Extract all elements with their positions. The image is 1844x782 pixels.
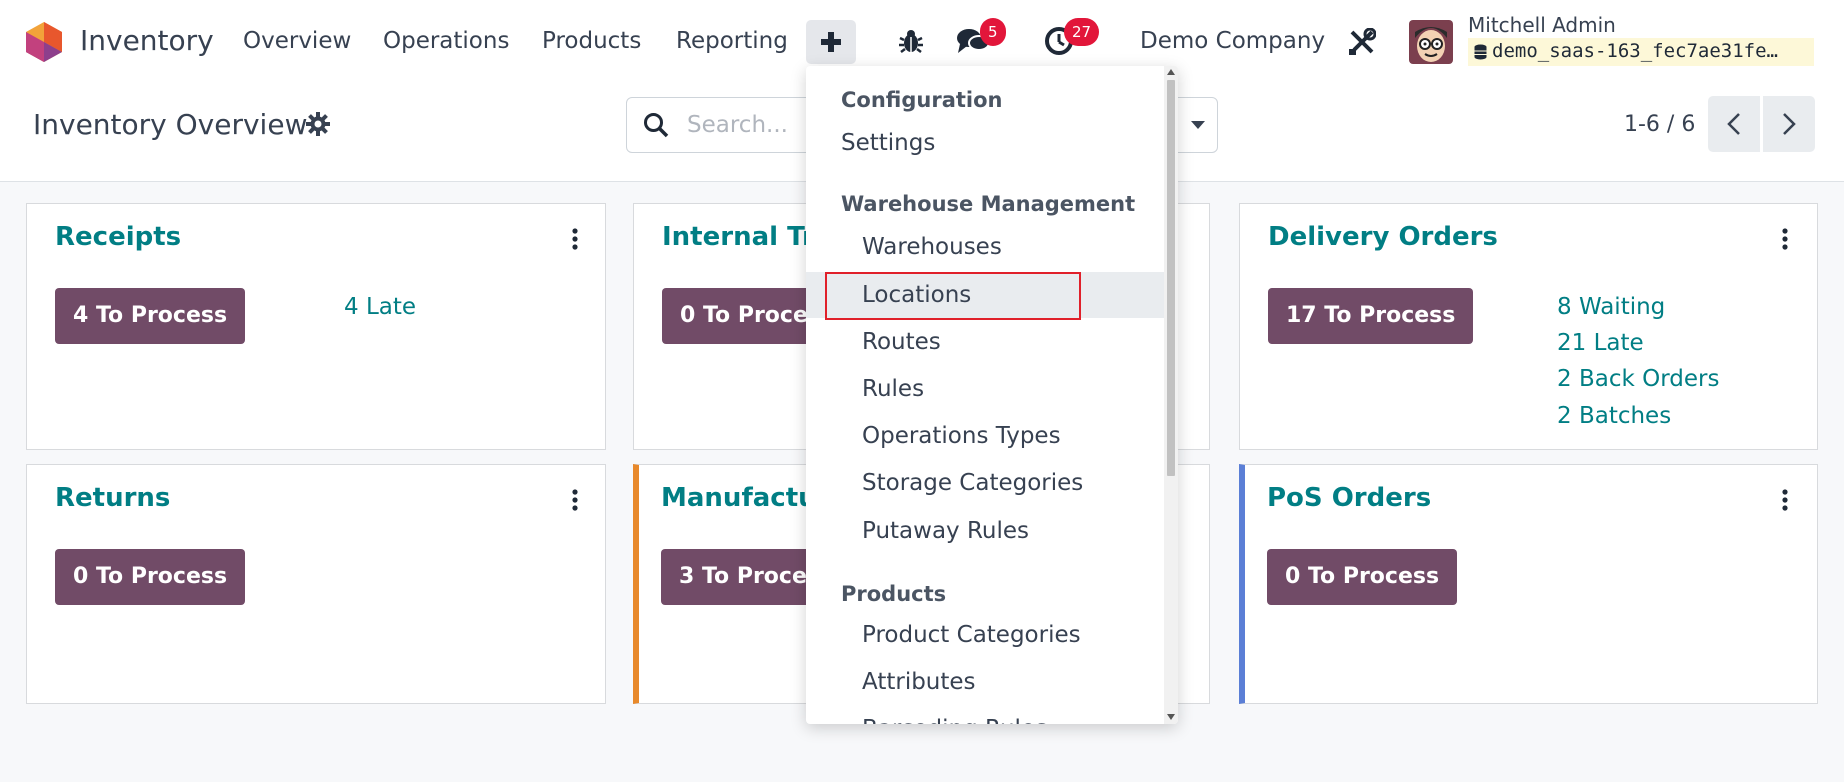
app-name[interactable]: Inventory (80, 24, 214, 57)
operation-card-delivery-orders: Delivery Orders 17 To Process 8 Waiting … (1239, 203, 1818, 450)
scrollbar-thumb[interactable] (1167, 80, 1175, 476)
menu-item-barcoding-rules[interactable]: Barcoding Rules (862, 716, 1047, 724)
section-header-configuration: Configuration (841, 88, 1003, 112)
bug-icon[interactable] (898, 28, 924, 54)
gear-icon[interactable] (306, 112, 330, 136)
configuration-dropdown-menu: Configuration Settings Warehouse Managem… (806, 66, 1178, 724)
menu-item-locations[interactable]: Locations (862, 282, 972, 308)
page-title: Inventory Overview (33, 108, 308, 141)
to-process-button[interactable]: 4 To Process (55, 288, 246, 344)
menu-item-storage-categories[interactable]: Storage Categories (862, 470, 1084, 496)
odoo-app-logo-icon[interactable] (26, 22, 62, 62)
company-switcher[interactable]: Demo Company (1140, 28, 1326, 54)
kebab-menu-icon[interactable] (571, 489, 579, 511)
menu-item-warehouses[interactable]: Warehouses (862, 234, 1002, 260)
kebab-menu-icon[interactable] (1781, 228, 1789, 250)
hovered-item-background (806, 272, 1164, 318)
menu-item-rules[interactable]: Rules (862, 376, 925, 402)
late-link[interactable]: 4 Late (344, 294, 417, 320)
card-title[interactable]: Receipts (55, 222, 182, 252)
user-name[interactable]: Mitchell Admin (1468, 13, 1616, 37)
highlight-annotation-box (825, 272, 1081, 320)
chevron-left-icon (1727, 113, 1740, 135)
menu-item-product-categories[interactable]: Product Categories (862, 622, 1081, 648)
pager-previous-button[interactable] (1708, 96, 1760, 152)
kebab-menu-icon[interactable] (571, 228, 579, 250)
operation-card-returns: Returns 0 To Process (26, 464, 606, 704)
search-options-toggle[interactable] (1176, 97, 1218, 153)
menu-item-putaway-rules[interactable]: Putaway Rules (862, 518, 1030, 544)
database-icon (1474, 44, 1487, 60)
waiting-link[interactable]: 8 Waiting (1557, 294, 1666, 320)
kebab-menu-icon[interactable] (1781, 489, 1789, 511)
late-link[interactable]: 21 Late (1557, 330, 1644, 356)
card-title[interactable]: Delivery Orders (1268, 222, 1498, 252)
top-navbar: Inventory Overview Operations Products R… (0, 0, 1844, 84)
pager-value[interactable]: 1-6 / 6 (1624, 112, 1696, 137)
card-title[interactable]: PoS Orders (1267, 483, 1432, 513)
chevron-right-icon (1783, 113, 1796, 135)
menu-products[interactable]: Products (542, 28, 642, 54)
back-orders-link[interactable]: 2 Back Orders (1557, 366, 1720, 392)
activities-count-badge: 27 (1064, 18, 1100, 46)
chat-icon[interactable] (956, 26, 990, 56)
operation-card-pos-orders: PoS Orders 0 To Process (1239, 464, 1818, 704)
menu-operations[interactable]: Operations (383, 28, 510, 54)
tools-icon[interactable] (1348, 28, 1376, 56)
menu-item-operations-types[interactable]: Operations Types (862, 423, 1061, 449)
search-icon (644, 113, 669, 138)
to-process-button[interactable]: 0 To Process (1267, 549, 1458, 605)
user-avatar[interactable] (1409, 20, 1453, 64)
operation-card-receipts: Receipts 4 To Process 4 Late (26, 203, 606, 450)
dropdown-scrollbar[interactable] (1164, 66, 1178, 724)
avatar-image (1409, 20, 1453, 64)
menu-item-routes[interactable]: Routes (862, 329, 941, 355)
configuration-menu-button[interactable] (806, 20, 856, 64)
pager-next-button[interactable] (1763, 96, 1815, 152)
batches-link[interactable]: 2 Batches (1557, 403, 1672, 429)
scroll-down-arrow-icon[interactable] (1167, 714, 1175, 720)
plus-icon (821, 32, 841, 52)
menu-overview[interactable]: Overview (243, 28, 352, 54)
menu-reporting[interactable]: Reporting (676, 28, 788, 54)
to-process-button[interactable]: 0 To Process (55, 549, 246, 605)
menu-item-settings[interactable]: Settings (841, 130, 936, 156)
caret-down-icon (1190, 121, 1205, 129)
messages-count-badge: 5 (980, 18, 1006, 46)
menu-item-attributes[interactable]: Attributes (862, 669, 976, 695)
database-name: demo_saas-163_fec7ae31fe… (1468, 38, 1814, 66)
scroll-up-arrow-icon[interactable] (1167, 69, 1175, 75)
section-header-warehouse-management: Warehouse Management (841, 192, 1136, 216)
card-title[interactable]: Returns (55, 483, 171, 513)
database-name-text: demo_saas-163_fec7ae31fe… (1492, 40, 1778, 62)
to-process-button[interactable]: 17 To Process (1268, 288, 1474, 344)
section-header-products: Products (841, 582, 947, 606)
